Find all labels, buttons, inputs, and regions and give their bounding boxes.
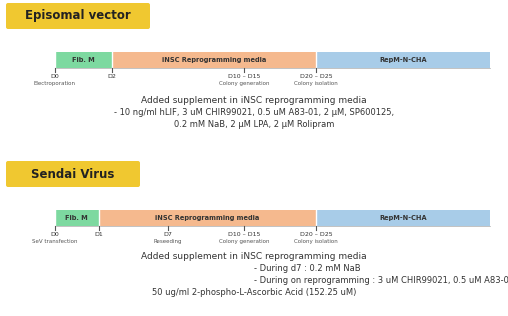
Text: D0: D0: [51, 232, 59, 237]
Text: D7: D7: [164, 232, 173, 237]
Bar: [55, 210, 99, 226]
Bar: [316, 210, 490, 226]
Text: D10 – D15: D10 – D15: [228, 232, 261, 237]
Text: D0: D0: [51, 74, 59, 79]
Text: Colony generation: Colony generation: [219, 81, 269, 86]
Bar: [99, 210, 316, 226]
Text: - During on reprogramming : 3 uM CHIR99021, 0.5 uM A83-01, 10 ng/ml hLIF: - During on reprogramming : 3 uM CHIR990…: [254, 276, 508, 285]
FancyBboxPatch shape: [6, 161, 140, 187]
Text: - During d7 : 0.2 mM NaB: - During d7 : 0.2 mM NaB: [254, 264, 361, 273]
Text: - 10 ng/ml hLIF, 3 uM CHIR99021, 0.5 uM A83-01, 2 μM, SP600125,: - 10 ng/ml hLIF, 3 uM CHIR99021, 0.5 uM …: [114, 108, 394, 117]
Text: RepM-N-CHA: RepM-N-CHA: [379, 215, 427, 221]
Text: D2: D2: [107, 74, 116, 79]
Text: Added supplement in iNSC reprogramming media: Added supplement in iNSC reprogramming m…: [141, 96, 367, 105]
Text: 0.2 mM NaB, 2 μM LPA, 2 μM Rolipram: 0.2 mM NaB, 2 μM LPA, 2 μM Rolipram: [174, 120, 334, 129]
Bar: [55, 52, 112, 68]
Text: D20 – D25: D20 – D25: [300, 74, 332, 79]
Text: Fib. M: Fib. M: [66, 215, 88, 221]
Text: iNSC Reprogramming media: iNSC Reprogramming media: [155, 215, 260, 221]
FancyBboxPatch shape: [6, 3, 150, 29]
Text: 50 ug/ml 2-phospho-L-Ascorbic Acid (152.25 uM): 50 ug/ml 2-phospho-L-Ascorbic Acid (152.…: [152, 288, 356, 297]
Text: Reseeding: Reseeding: [154, 239, 182, 244]
Text: Added supplement in iNSC reprogramming media: Added supplement in iNSC reprogramming m…: [141, 252, 367, 261]
Text: Sendai Virus: Sendai Virus: [31, 167, 115, 180]
Text: Episomal vector: Episomal vector: [25, 9, 131, 22]
Bar: [316, 52, 490, 68]
Text: Colony isolation: Colony isolation: [294, 81, 338, 86]
Bar: [112, 52, 316, 68]
Text: Fib. M: Fib. M: [72, 57, 94, 63]
Text: RepM-N-CHA: RepM-N-CHA: [379, 57, 427, 63]
Text: Electroporation: Electroporation: [34, 81, 76, 86]
Text: iNSC Reprogramming media: iNSC Reprogramming media: [162, 57, 266, 63]
Text: SeV transfection: SeV transfection: [32, 239, 78, 244]
Text: Colony isolation: Colony isolation: [294, 239, 338, 244]
Text: Colony generation: Colony generation: [219, 239, 269, 244]
Text: D10 – D15: D10 – D15: [228, 74, 261, 79]
Text: D1: D1: [94, 232, 103, 237]
Text: D20 – D25: D20 – D25: [300, 232, 332, 237]
